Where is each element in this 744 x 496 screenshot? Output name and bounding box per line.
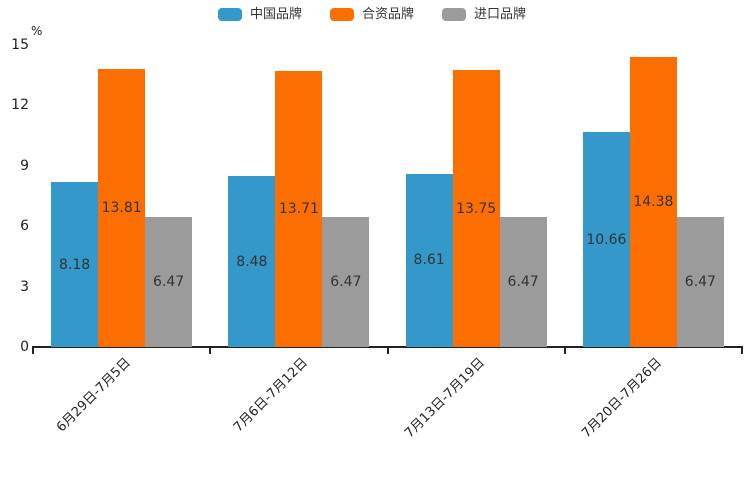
bar-value-label: 6.47 [684, 273, 716, 290]
y-axis-tick-label: 15 [11, 37, 29, 53]
bar-中国品牌-3 [582, 132, 630, 347]
bar-value-label: 8.48 [236, 253, 268, 270]
x-axis-category-label: 7月20日-7月26日 [579, 355, 666, 442]
bar-value-label: 13.81 [101, 199, 142, 216]
legend-item-0[interactable]: 中国品牌 [217, 7, 302, 22]
legend-label: 合资品牌 [361, 7, 414, 22]
legend-swatch-icon [442, 8, 466, 21]
bar-进口品牌-0 [145, 216, 193, 347]
x-axis-tick [32, 346, 34, 354]
y-axis-tick-label: 3 [20, 278, 29, 295]
bar-value-label: 6.47 [507, 273, 539, 290]
x-axis-category-label: 6月29日-7月5日 [53, 355, 134, 436]
bar-中国品牌-2 [405, 173, 453, 347]
bar-合资品牌-3 [629, 57, 677, 347]
bar-中国品牌-0 [51, 182, 99, 347]
x-axis-tick [386, 346, 389, 354]
legend-swatch-icon [217, 8, 242, 21]
bar-进口品牌-2 [499, 216, 547, 347]
bar-合资品牌-0 [98, 68, 146, 347]
bar-value-label: 14.38 [633, 194, 674, 211]
bar-value-label: 13.75 [456, 200, 497, 217]
bar-value-label: 6.47 [153, 273, 185, 290]
legend: 中国品牌 合资品牌 进口品牌 [0, 8, 744, 21]
bar-value-label: 6.47 [330, 273, 362, 290]
bar-value-label: 10.66 [586, 231, 627, 248]
x-axis-tick [563, 346, 566, 354]
bar-value-label: 8.61 [413, 252, 445, 269]
x-axis-category-label: 7月13日-7月19日 [402, 355, 489, 442]
legend-label: 中国品牌 [249, 7, 302, 22]
y-axis-tick-label: 12 [11, 97, 29, 114]
bar-value-label: 13.71 [278, 200, 319, 217]
bar-合资品牌-2 [452, 70, 500, 347]
y-axis-tick-label: 6 [20, 218, 29, 235]
y-axis-tick-label: 0 [20, 339, 29, 355]
bar-合资品牌-1 [275, 70, 323, 347]
x-axis-tick [209, 346, 212, 354]
y-axis-unit-label: % [31, 24, 43, 38]
x-axis-tick [741, 346, 743, 354]
legend-label: 进口品牌 [474, 7, 527, 22]
bar-进口品牌-3 [676, 216, 724, 347]
x-axis-category-label: 7月6日-7月12日 [230, 355, 311, 436]
bar-进口品牌-1 [322, 216, 370, 347]
bar-value-label: 8.18 [59, 256, 91, 273]
legend-swatch-icon [329, 8, 354, 21]
y-axis-tick-label: 9 [20, 157, 29, 174]
bar-中国品牌-1 [228, 176, 276, 347]
legend-item-1[interactable]: 合资品牌 [329, 7, 414, 22]
legend-item-2[interactable]: 进口品牌 [442, 8, 526, 21]
